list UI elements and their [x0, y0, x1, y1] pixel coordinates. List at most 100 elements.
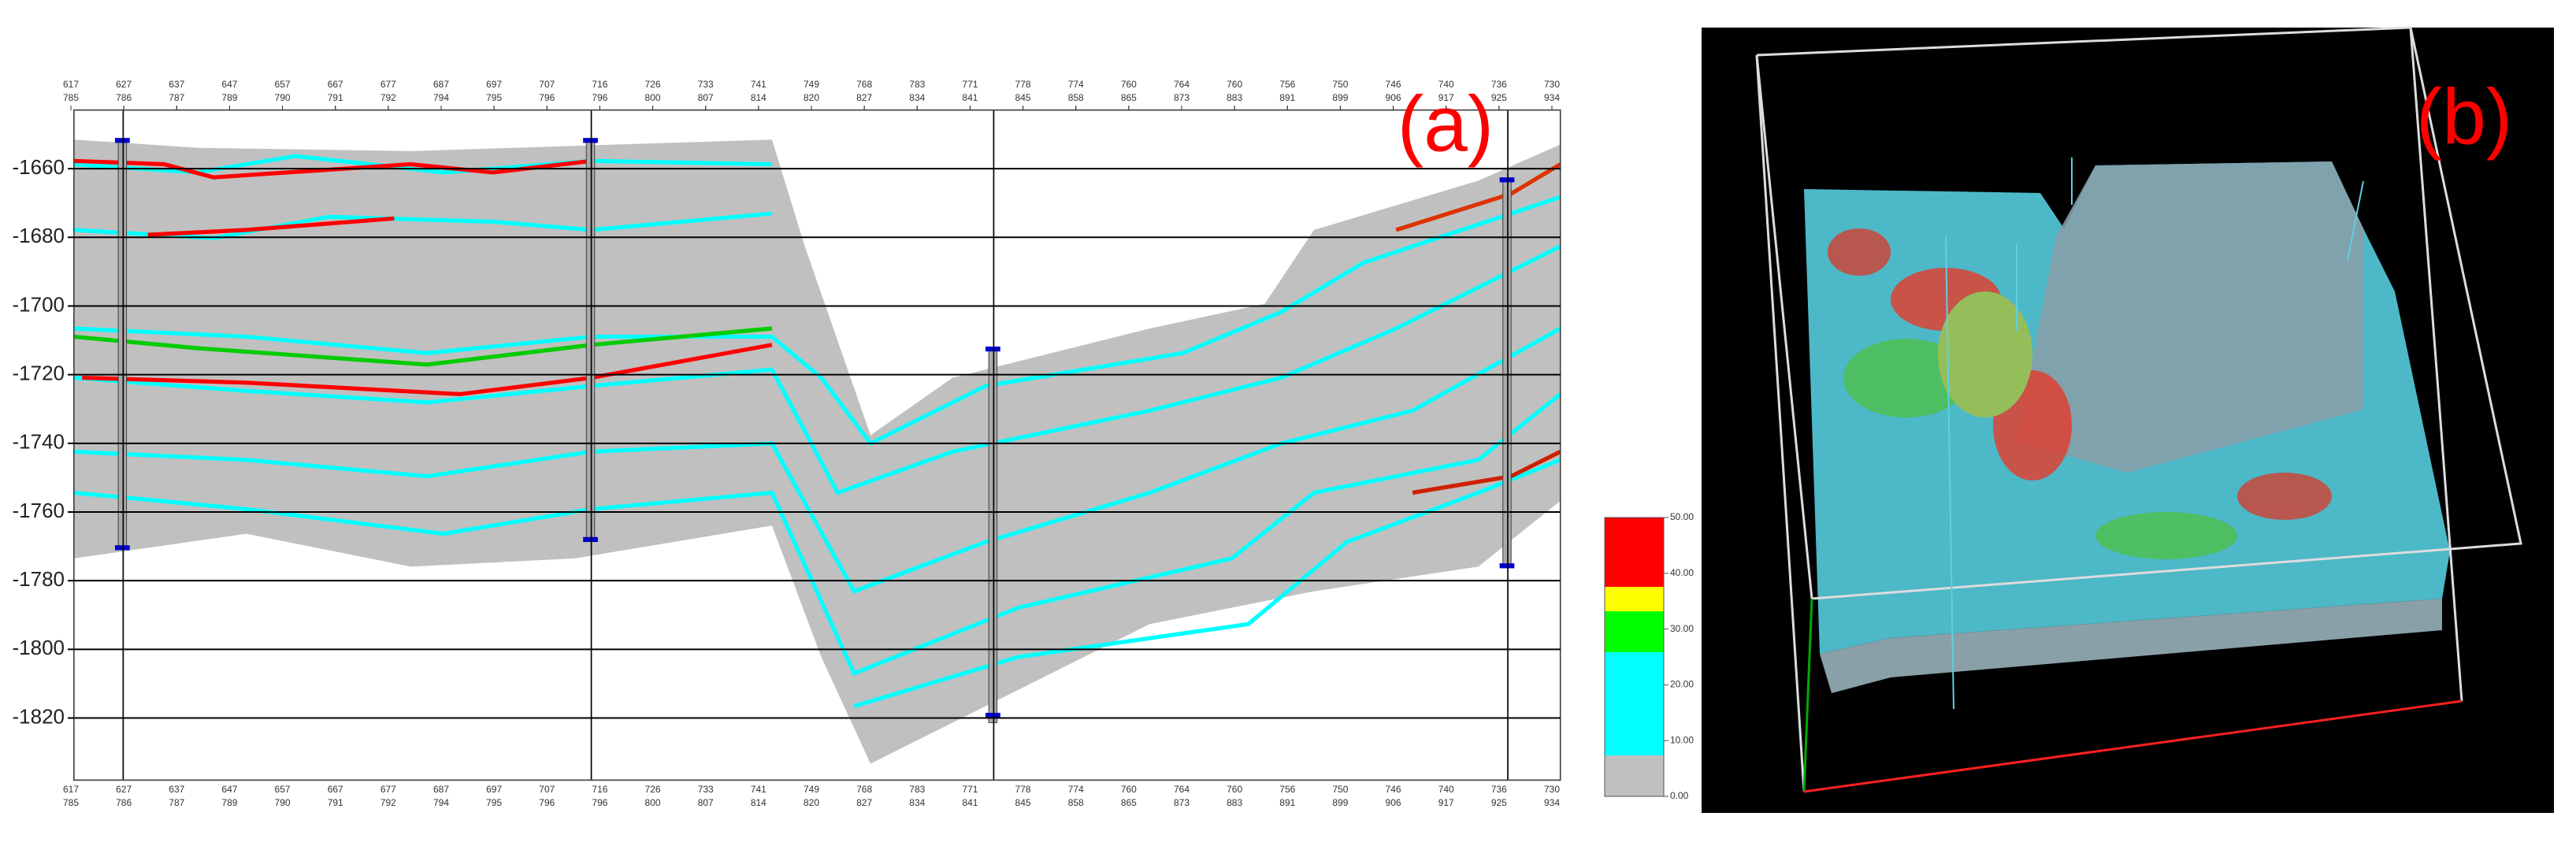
trace-label: 906	[1386, 92, 1401, 103]
trace-label: 746	[1386, 79, 1401, 90]
trace-label: 807	[698, 797, 714, 808]
trace-label: 627	[116, 79, 132, 90]
trace-label: 637	[169, 784, 184, 795]
trace-label: 736	[1491, 79, 1507, 90]
trace-label: 736	[1491, 784, 1507, 795]
trace-label: 764	[1174, 79, 1190, 90]
y-tick-label: -1820	[13, 704, 65, 728]
y-tick-label: -1800	[13, 636, 65, 659]
y-tick-label: -1740	[13, 430, 65, 454]
trace-label: 677	[380, 79, 396, 90]
trace-label: 707	[539, 79, 555, 90]
trace-label: 741	[751, 79, 766, 90]
trace-label: 741	[751, 784, 766, 795]
y-tick-label: -1760	[13, 499, 65, 522]
trace-label: 827	[856, 92, 872, 103]
trace-label: 778	[1015, 784, 1031, 795]
trace-label: 865	[1121, 797, 1137, 808]
trace-label: 841	[962, 797, 978, 808]
trace-label: 771	[962, 79, 978, 90]
trace-label: 794	[433, 797, 449, 808]
trace-label: 730	[1544, 79, 1560, 90]
trace-label: 756	[1279, 784, 1295, 795]
trace-label: 796	[539, 797, 555, 808]
trace-label: 899	[1332, 797, 1348, 808]
trace-label: 796	[592, 797, 607, 808]
trace-label: 789	[221, 92, 237, 103]
trace-label: 764	[1174, 784, 1190, 795]
trace-label: 677	[380, 784, 396, 795]
colorbar-label: 30.00	[1670, 623, 1694, 634]
colorbar-label: 0.00	[1670, 790, 1689, 801]
trace-label: 740	[1438, 79, 1454, 90]
trace-label: 716	[592, 79, 607, 90]
trace-label: 845	[1015, 797, 1031, 808]
trace-label: 707	[539, 784, 555, 795]
trace-label: 617	[63, 79, 79, 90]
trace-label: 792	[380, 797, 396, 808]
trace-label: 906	[1386, 797, 1401, 808]
trace-label: 774	[1068, 79, 1084, 90]
trace-label: 873	[1174, 797, 1190, 808]
colorbar-label: 10.00	[1670, 734, 1694, 745]
trace-label: 617	[63, 784, 79, 795]
trace-label: 774	[1068, 784, 1084, 795]
trace-label: 790	[275, 797, 291, 808]
trace-label: 891	[1279, 92, 1295, 103]
trace-label: 730	[1544, 784, 1560, 795]
trace-label: 783	[909, 784, 925, 795]
y-tick-label: -1700	[13, 292, 65, 316]
trace-label: 834	[909, 92, 925, 103]
trace-label: 760	[1121, 784, 1137, 795]
trace-label: 845	[1015, 92, 1031, 103]
trace-label: 787	[169, 92, 184, 103]
trace-label: 697	[486, 79, 502, 90]
trace-label: 934	[1544, 92, 1560, 103]
trace-label: 795	[486, 797, 502, 808]
trace-label: 865	[1121, 92, 1137, 103]
trace-label: 749	[804, 79, 819, 90]
trace-label: 667	[328, 79, 343, 90]
trace-label: 785	[63, 92, 79, 103]
trace-label: 820	[804, 797, 819, 808]
colorbar-label: 20.00	[1670, 679, 1694, 690]
trace-label: 778	[1015, 79, 1031, 90]
colorbar-label: 40.00	[1670, 567, 1694, 578]
trace-label: 841	[962, 92, 978, 103]
trace-label: 716	[592, 784, 607, 795]
trace-label: 750	[1332, 784, 1348, 795]
y-tick-label: -1660	[13, 155, 65, 179]
trace-label: 785	[63, 797, 79, 808]
trace-label: 917	[1438, 797, 1454, 808]
trace-label: 917	[1438, 92, 1454, 103]
y-tick-label: -1720	[13, 362, 65, 385]
trace-label: 800	[645, 92, 661, 103]
trace-label: 925	[1491, 797, 1507, 808]
trace-label: 726	[645, 79, 661, 90]
trace-label: 783	[909, 79, 925, 90]
trace-label: 796	[592, 92, 607, 103]
trace-label: 827	[856, 797, 872, 808]
trace-label: 925	[1491, 92, 1507, 103]
trace-label: 891	[1279, 797, 1295, 808]
trace-label: 934	[1544, 797, 1560, 808]
trace-label: 795	[486, 92, 502, 103]
colorbar	[1604, 517, 1665, 797]
panel-label: (b)	[2416, 72, 2512, 161]
colorbar-label: 50.00	[1670, 511, 1694, 522]
trace-label: 858	[1068, 92, 1084, 103]
trace-label: 814	[751, 92, 766, 103]
trace-label: 786	[116, 92, 132, 103]
trace-label: 760	[1227, 784, 1242, 795]
trace-label: 858	[1068, 797, 1084, 808]
trace-label: 790	[275, 92, 291, 103]
trace-label: 760	[1227, 79, 1242, 90]
trace-label: 657	[275, 79, 291, 90]
trace-label: 749	[804, 784, 819, 795]
trace-label: 687	[433, 784, 449, 795]
trace-label: 787	[169, 797, 184, 808]
trace-label: 697	[486, 784, 502, 795]
trace-label: 796	[539, 92, 555, 103]
trace-label: 760	[1121, 79, 1137, 90]
